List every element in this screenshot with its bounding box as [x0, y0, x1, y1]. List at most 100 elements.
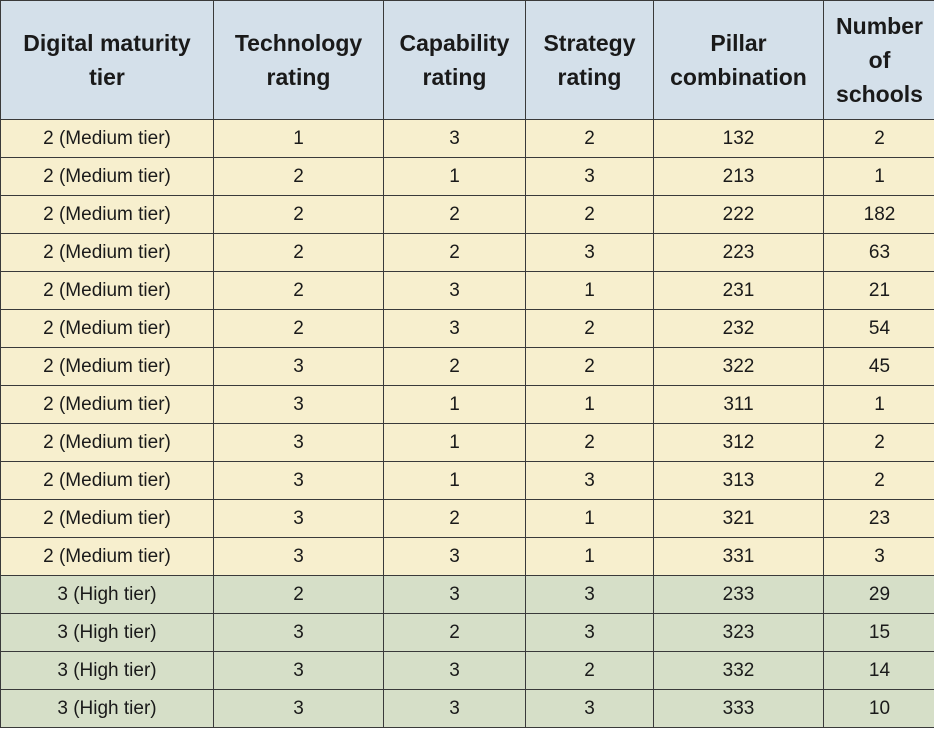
capability-rating-cell: 1	[383, 385, 526, 424]
header-technology-rating: Technology rating	[213, 0, 384, 120]
capability-rating-cell: 2	[383, 499, 526, 538]
header-pillar-combination: Pillar combination	[653, 0, 824, 120]
table-row: 2 (Medium tier) 2 3 2 232 54	[0, 309, 934, 348]
technology-rating-cell: 2	[213, 271, 384, 310]
number-of-schools-cell: 3	[823, 537, 934, 576]
pillar-combination-cell: 223	[653, 233, 824, 272]
strategy-rating-cell: 3	[525, 613, 654, 652]
strategy-rating-cell: 2	[525, 651, 654, 690]
capability-rating-cell: 3	[383, 575, 526, 614]
strategy-rating-cell: 3	[525, 157, 654, 196]
pillar-combination-cell: 222	[653, 195, 824, 234]
table-row: 2 (Medium tier) 3 2 2 322 45	[0, 347, 934, 386]
number-of-schools-cell: 2	[823, 461, 934, 500]
pillar-combination-cell: 213	[653, 157, 824, 196]
pillar-combination-cell: 332	[653, 651, 824, 690]
number-of-schools-cell: 1	[823, 157, 934, 196]
strategy-rating-cell: 2	[525, 423, 654, 462]
strategy-rating-cell: 1	[525, 385, 654, 424]
number-of-schools-cell: 54	[823, 309, 934, 348]
technology-rating-cell: 3	[213, 499, 384, 538]
technology-rating-cell: 2	[213, 309, 384, 348]
table-row: 2 (Medium tier) 3 1 1 311 1	[0, 385, 934, 424]
tier-cell: 3 (High tier)	[0, 651, 214, 690]
capability-rating-cell: 1	[383, 157, 526, 196]
number-of-schools-cell: 23	[823, 499, 934, 538]
capability-rating-cell: 3	[383, 689, 526, 728]
pillar-combination-cell: 233	[653, 575, 824, 614]
tier-cell: 3 (High tier)	[0, 613, 214, 652]
technology-rating-cell: 3	[213, 461, 384, 500]
number-of-schools-cell: 21	[823, 271, 934, 310]
tier-cell: 2 (Medium tier)	[0, 499, 214, 538]
table-row: 2 (Medium tier) 2 2 2 222 182	[0, 195, 934, 234]
table-row: 2 (Medium tier) 3 1 3 313 2	[0, 461, 934, 500]
pillar-combination-cell: 331	[653, 537, 824, 576]
technology-rating-cell: 3	[213, 537, 384, 576]
tier-cell: 2 (Medium tier)	[0, 157, 214, 196]
technology-rating-cell: 3	[213, 385, 384, 424]
strategy-rating-cell: 2	[525, 119, 654, 158]
pillar-combination-cell: 232	[653, 309, 824, 348]
number-of-schools-cell: 14	[823, 651, 934, 690]
technology-rating-cell: 1	[213, 119, 384, 158]
table-row: 2 (Medium tier) 3 2 1 321 23	[0, 499, 934, 538]
number-of-schools-cell: 2	[823, 119, 934, 158]
capability-rating-cell: 3	[383, 119, 526, 158]
strategy-rating-cell: 2	[525, 347, 654, 386]
table-row: 2 (Medium tier) 2 2 3 223 63	[0, 233, 934, 272]
pillar-combination-cell: 323	[653, 613, 824, 652]
pillar-combination-cell: 322	[653, 347, 824, 386]
tier-cell: 2 (Medium tier)	[0, 423, 214, 462]
pillar-combination-cell: 313	[653, 461, 824, 500]
pillar-combination-cell: 311	[653, 385, 824, 424]
number-of-schools-cell: 10	[823, 689, 934, 728]
capability-rating-cell: 2	[383, 347, 526, 386]
table-header: Digital maturity tier Technology rating …	[0, 0, 934, 120]
table-row: 2 (Medium tier) 3 1 2 312 2	[0, 423, 934, 462]
strategy-rating-cell: 3	[525, 233, 654, 272]
table-row: 3 (High tier) 3 2 3 323 15	[0, 613, 934, 652]
capability-rating-cell: 3	[383, 309, 526, 348]
tier-cell: 2 (Medium tier)	[0, 233, 214, 272]
table-body: 2 (Medium tier) 1 3 2 132 2 2 (Medium tier) 2 1 3…	[0, 119, 934, 728]
capability-rating-cell: 3	[383, 271, 526, 310]
pillar-combination-cell: 132	[653, 119, 824, 158]
header-digital-maturity-tier: Digital maturity tier	[0, 0, 214, 120]
tier-cell: 2 (Medium tier)	[0, 309, 214, 348]
tier-cell: 2 (Medium tier)	[0, 461, 214, 500]
number-of-schools-cell: 182	[823, 195, 934, 234]
capability-rating-cell: 1	[383, 461, 526, 500]
capability-rating-cell: 2	[383, 233, 526, 272]
table-row: 2 (Medium tier) 1 3 2 132 2	[0, 119, 934, 158]
number-of-schools-cell: 2	[823, 423, 934, 462]
capability-rating-cell: 3	[383, 651, 526, 690]
strategy-rating-cell: 3	[525, 575, 654, 614]
technology-rating-cell: 3	[213, 423, 384, 462]
technology-rating-cell: 3	[213, 613, 384, 652]
table-row: 3 (High tier) 2 3 3 233 29	[0, 575, 934, 614]
header-capability-rating: Capability rating	[383, 0, 526, 120]
table-row: 2 (Medium tier) 2 3 1 231 21	[0, 271, 934, 310]
capability-rating-cell: 2	[383, 613, 526, 652]
technology-rating-cell: 3	[213, 651, 384, 690]
technology-rating-cell: 3	[213, 347, 384, 386]
technology-rating-cell: 2	[213, 195, 384, 234]
tier-cell: 2 (Medium tier)	[0, 119, 214, 158]
table-row: 3 (High tier) 3 3 2 332 14	[0, 651, 934, 690]
table-row: 3 (High tier) 3 3 3 333 10	[0, 689, 934, 728]
table-row: 2 (Medium tier) 3 3 1 331 3	[0, 537, 934, 576]
number-of-schools-cell: 29	[823, 575, 934, 614]
header-row: Digital maturity tier Technology rating …	[0, 0, 934, 120]
strategy-rating-cell: 2	[525, 195, 654, 234]
strategy-rating-cell: 2	[525, 309, 654, 348]
number-of-schools-cell: 45	[823, 347, 934, 386]
strategy-rating-cell: 1	[525, 537, 654, 576]
pillar-combination-cell: 333	[653, 689, 824, 728]
capability-rating-cell: 2	[383, 195, 526, 234]
table-row: 2 (Medium tier) 2 1 3 213 1	[0, 157, 934, 196]
tier-cell: 2 (Medium tier)	[0, 385, 214, 424]
tier-cell: 3 (High tier)	[0, 575, 214, 614]
header-strategy-rating: Strategy rating	[525, 0, 654, 120]
pillar-combination-cell: 312	[653, 423, 824, 462]
